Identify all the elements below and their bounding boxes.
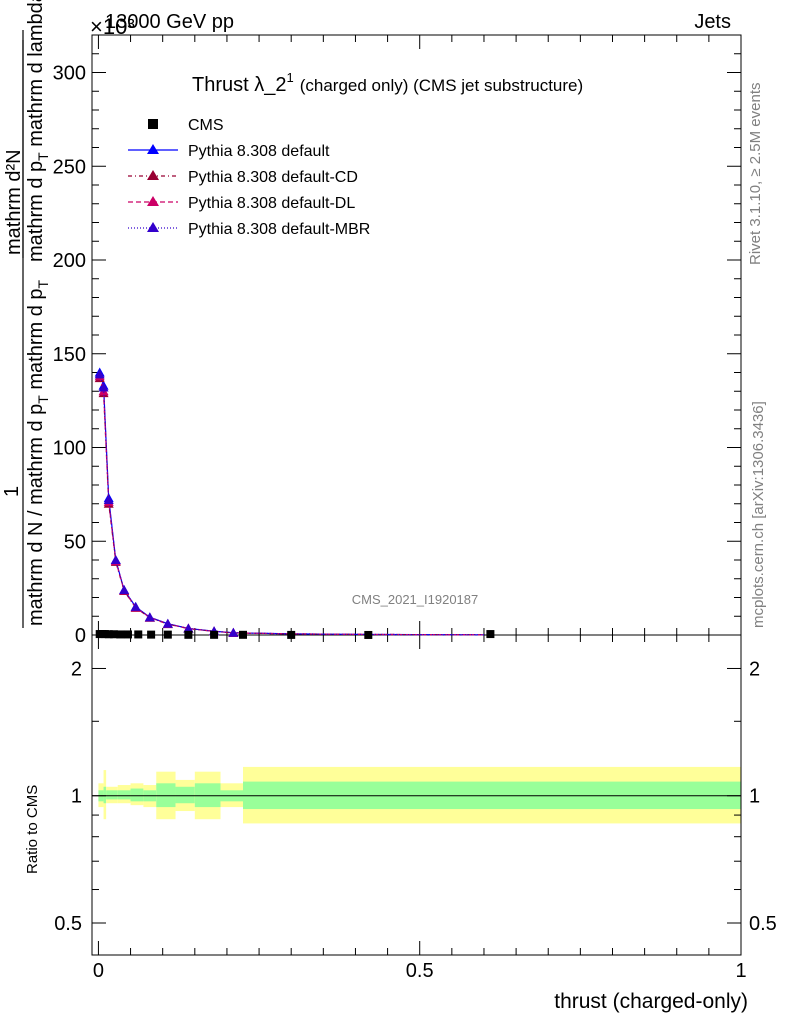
cms-points bbox=[95, 630, 495, 639]
cms-data-point bbox=[147, 630, 156, 639]
cms-data-point bbox=[134, 630, 143, 639]
axis-ticks bbox=[92, 35, 742, 955]
ratio-stat-band bbox=[117, 790, 131, 800]
ratio-y-tick-label-right: 1 bbox=[749, 786, 760, 808]
plot-title-sup: 1 bbox=[286, 70, 293, 85]
ylabel-numerator: mathrm d²N bbox=[3, 149, 25, 255]
cms-data-point bbox=[116, 630, 125, 639]
cms-data-point bbox=[109, 630, 118, 639]
ratio-stat-band bbox=[156, 783, 176, 808]
main-y-tick-label: 150 bbox=[53, 344, 86, 366]
series-marker bbox=[144, 612, 155, 622]
series-marker bbox=[183, 623, 194, 633]
xlabel: thrust (charged-only) bbox=[554, 990, 748, 1013]
series-marker bbox=[119, 585, 130, 594]
legend-label: Pythia 8.308 default bbox=[188, 143, 330, 160]
series-marker bbox=[162, 618, 173, 628]
x-tick-label: 1 bbox=[735, 960, 746, 982]
cms-data-point bbox=[210, 630, 219, 639]
cms-data-point bbox=[287, 630, 296, 639]
cms-data-point bbox=[184, 630, 193, 639]
legend-label: Pythia 8.308 default-DL bbox=[188, 195, 355, 212]
series-marker bbox=[110, 555, 121, 564]
main-y-tick-label: 100 bbox=[53, 438, 86, 460]
exponent-label: ×10³ bbox=[90, 14, 135, 39]
jets-label: Jets bbox=[694, 11, 731, 33]
ratio-y-tick-label: 0.5 bbox=[54, 913, 82, 935]
ratio-stat-band bbox=[175, 786, 195, 804]
series-marker bbox=[98, 382, 109, 392]
ratio-y-tick-label: 1 bbox=[71, 786, 82, 808]
energy-label: 13000 GeV pp bbox=[105, 11, 234, 33]
ratio-y-tick-label-right: 2 bbox=[749, 658, 760, 680]
legend-label: Pythia 8.308 default-CD bbox=[188, 169, 358, 186]
rivet-label: Rivet 3.1.10, ≥ 2.5M events bbox=[747, 83, 764, 266]
ratio-stat-band bbox=[103, 786, 107, 804]
legend-marker-triangle bbox=[147, 222, 159, 232]
main-y-tick-label: 300 bbox=[53, 63, 86, 85]
ratio-stat-band bbox=[106, 790, 118, 800]
main-y-tick-label: 250 bbox=[53, 156, 86, 178]
watermark: CMS_2021_I1920187 bbox=[352, 592, 479, 607]
cms-data-point bbox=[163, 630, 172, 639]
cms-data-point bbox=[123, 630, 132, 639]
plot-title-main: Thrust λ_2 bbox=[192, 74, 286, 96]
ratio-y-tick-label: 2 bbox=[71, 658, 82, 680]
main-y-tick-label: 200 bbox=[53, 250, 86, 272]
x-tick-label: 0 bbox=[93, 960, 104, 982]
cms-data-point bbox=[364, 630, 373, 639]
series-marker bbox=[94, 369, 105, 379]
legend: CMS Pythia 8.308 default Pythia 8.308 defa… bbox=[128, 117, 370, 238]
mcplots-label: mcplots.cern.ch [arXiv:1306.3436] bbox=[750, 401, 767, 628]
main-y-tick-label: 0 bbox=[75, 625, 86, 647]
ratio-y-tick-label-right: 0.5 bbox=[749, 913, 777, 935]
legend-marker-triangle bbox=[147, 196, 159, 206]
legend-marker-triangle bbox=[147, 144, 159, 154]
plot-title-tail: (charged only) (CMS jet substructure) bbox=[300, 76, 583, 95]
cms-data-point bbox=[239, 630, 248, 639]
x-tick-label: 0.5 bbox=[406, 960, 434, 982]
series-marker bbox=[130, 601, 141, 611]
cms-data-point bbox=[486, 630, 495, 639]
main-y-tick-label: 50 bbox=[64, 531, 86, 553]
series-group bbox=[94, 367, 484, 637]
ylabel-one: 1 bbox=[1, 486, 23, 497]
legend-marker-triangle bbox=[147, 170, 159, 180]
tick-labels: 0 50 100 150 200 250 300 0.5 0.5 1 1 2 2 0 0.5 1 bbox=[53, 63, 777, 983]
series-marker bbox=[103, 495, 114, 504]
series-marker bbox=[228, 627, 239, 637]
ratio-stat-band bbox=[130, 788, 144, 802]
legend-label: Pythia 8.308 default-MBR bbox=[188, 221, 370, 238]
cms-data-point bbox=[104, 630, 113, 639]
ratio-bands bbox=[98, 766, 741, 824]
ylabel-denominator-1: mathrm d pT mathrm d lambda bbox=[25, 0, 51, 262]
ylabel-denominator-2: mathrm d N / mathrm d pT mathrm d pT bbox=[25, 279, 51, 626]
legend-label: CMS bbox=[188, 117, 224, 134]
legend-marker-cms bbox=[148, 119, 158, 129]
ratio-ylabel: Ratio to CMS bbox=[24, 785, 41, 874]
ratio-stat-band bbox=[194, 783, 221, 808]
plot-title: Thrust λ_21 (charged only) (CMS jet subst… bbox=[192, 70, 583, 96]
main-ylabel: mathrm d²N mathrm d pT mathrm d lambda 1… bbox=[1, 0, 51, 628]
